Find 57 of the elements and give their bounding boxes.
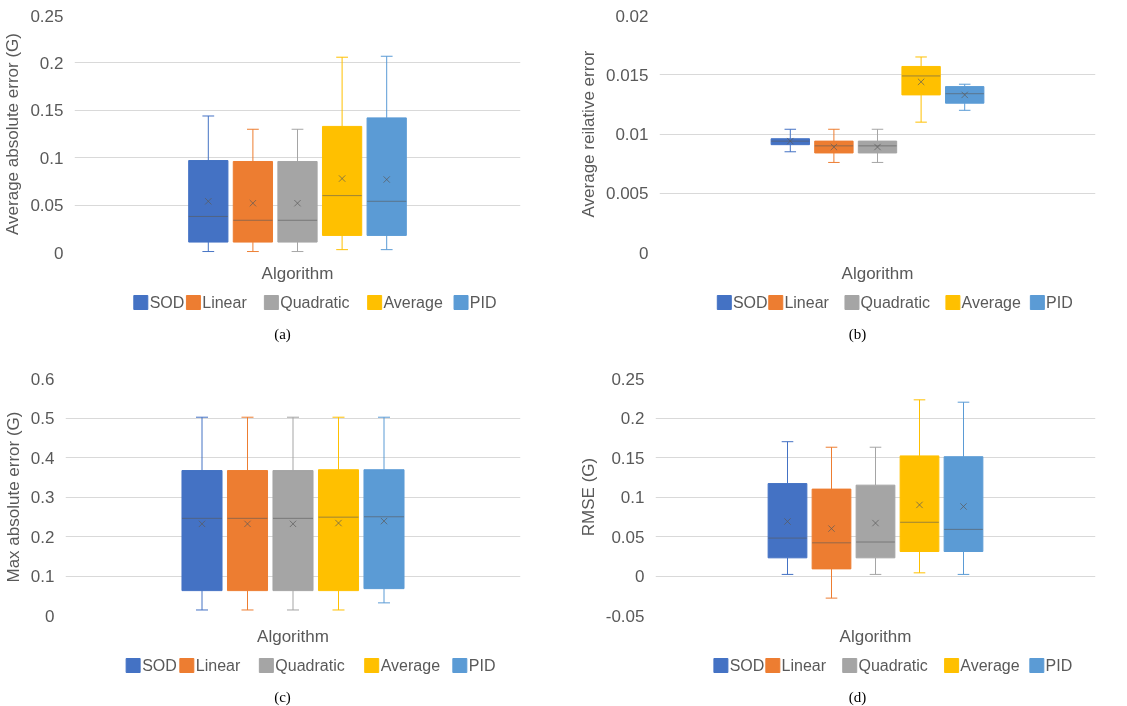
y-tick-label: 0: [639, 243, 649, 263]
legend-label: Quadratic: [275, 657, 345, 674]
y-axis-title: RMSE (G): [578, 457, 598, 537]
legend-label: Linear: [784, 294, 830, 311]
y-tick-label: 0.5: [30, 409, 55, 428]
y-tick-label: 0: [635, 567, 645, 586]
legend-label: Average: [961, 294, 1021, 311]
legend-label: Quadratic: [858, 657, 928, 674]
legend-label: PID: [468, 657, 496, 674]
y-tick-label: 0.15: [611, 448, 645, 468]
x-axis-title: Algorithm: [261, 263, 334, 283]
y-tick-label: 0: [45, 606, 55, 626]
y-tick-label: 0.1: [620, 488, 645, 507]
text: (b): [848, 325, 867, 344]
legend-label: Quadratic: [280, 294, 350, 311]
x-axis-title: Algorithm: [257, 626, 329, 646]
legend-label: SOD: [142, 657, 177, 674]
y-tick-label: 0.05: [611, 527, 645, 547]
y-tick-label: 0.2: [620, 409, 645, 428]
x-axis-title: Algorithm: [839, 626, 912, 646]
y-axis-title: Max absolute error (G): [3, 411, 23, 583]
y-tick-label: 0.15: [30, 101, 64, 121]
legend-label: Linear: [202, 294, 248, 311]
y-tick-label: 0.1: [30, 567, 55, 586]
y-tick-label: -0.05: [605, 606, 645, 626]
legend-label: SOD: [729, 657, 765, 674]
legend-label: SOD: [149, 294, 185, 311]
y-tick-label: 0.3: [30, 488, 55, 507]
legend-label: PID: [469, 294, 497, 311]
text: (a): [274, 325, 291, 344]
legend-label: PID: [1045, 657, 1073, 674]
y-tick-label: 0.05: [30, 196, 64, 216]
y-tick-label: 0.25: [30, 6, 64, 26]
text: (c): [274, 688, 291, 706]
y-tick-label: 0.005: [605, 184, 649, 204]
legend-label: Average: [380, 657, 441, 674]
y-tick-label: 0.01: [615, 125, 649, 144]
y-tick-label: 0.015: [605, 65, 649, 85]
y-tick-label: 0.25: [611, 369, 645, 389]
y-tick-label: 0.4: [30, 448, 55, 468]
y-tick-label: 0.02: [615, 6, 649, 26]
legend-label: SOD: [732, 294, 768, 311]
y-tick-label: 0: [54, 243, 64, 263]
y-tick-label: 0.2: [30, 527, 55, 547]
x-axis-title: Algorithm: [841, 263, 914, 283]
y-tick-label: 0.1: [39, 148, 64, 168]
legend-label: PID: [1046, 294, 1073, 311]
legend-label: Average: [383, 294, 443, 311]
legend-label: Average: [960, 657, 1020, 674]
legend-label: Quadratic: [860, 294, 930, 311]
y-tick-label: 0.6: [30, 369, 55, 389]
y-axis-title: Average absolute error (G): [3, 33, 23, 235]
legend-label: Linear: [195, 657, 241, 674]
text: (d): [848, 688, 867, 706]
y-axis-title: Average reilative error: [578, 50, 598, 218]
y-tick-label: 0.2: [39, 53, 64, 73]
legend-label: Linear: [781, 657, 827, 674]
